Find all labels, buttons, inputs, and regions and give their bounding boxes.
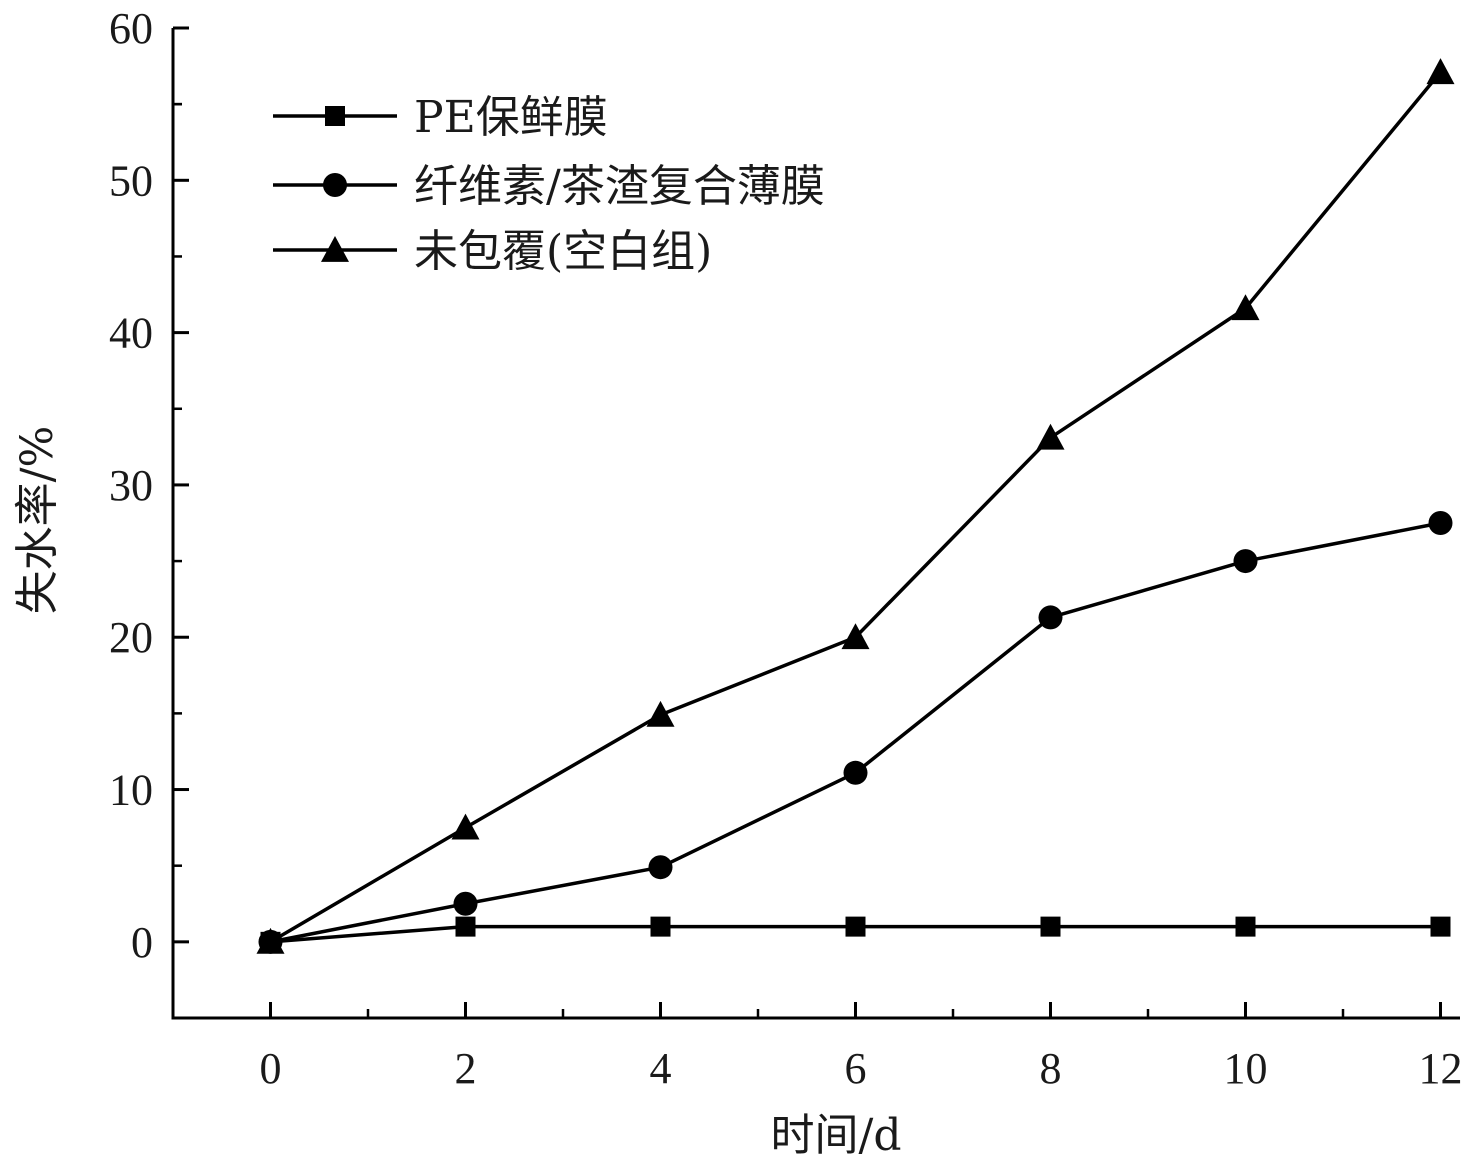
legend-label: 未包覆(空白组) <box>414 226 712 277</box>
legend-entry: 未包覆(空白组) <box>273 226 712 277</box>
data-point-square <box>455 916 476 937</box>
data-point-triangle <box>1426 58 1455 85</box>
y-tick-label: 60 <box>109 4 153 53</box>
data-point-circle <box>648 855 673 880</box>
x-axis-title: 时间/d <box>771 1110 902 1161</box>
legend-label: 纤维素/茶渣复合薄膜 <box>414 161 825 212</box>
data-point-circle <box>1428 511 1453 535</box>
series-square <box>260 916 1451 952</box>
legend-entry: 纤维素/茶渣复合薄膜 <box>273 161 825 212</box>
data-point-square <box>1430 916 1451 937</box>
data-point-triangle <box>451 813 480 840</box>
axes: 0 10 20 30 40 50 60 0 2 4 6 8 10 12 <box>109 4 1463 1093</box>
y-tick-label: 0 <box>131 918 153 967</box>
data-point-circle <box>1038 605 1063 630</box>
data-point-square <box>260 931 281 952</box>
y-tick-label: 20 <box>109 613 153 662</box>
data-point-triangle <box>1231 294 1260 321</box>
data-point-square <box>650 916 671 937</box>
series-line <box>270 521 1441 944</box>
x-tick-label: 8 <box>1040 1044 1062 1093</box>
data-point-square <box>845 916 866 937</box>
data-point-triangle <box>646 700 675 727</box>
legend-marker-circle <box>323 173 347 197</box>
legend-label: PE保鲜膜 <box>414 92 608 143</box>
y-tick-label: 40 <box>109 309 153 358</box>
series-circle <box>258 511 1453 954</box>
y-tick-label: 10 <box>109 766 153 815</box>
data-point-circle <box>843 760 868 785</box>
data-point-square <box>1235 916 1256 937</box>
x-tick-label: 6 <box>845 1044 867 1093</box>
x-tick-label: 12 <box>1419 1044 1463 1093</box>
x-tick-label: 10 <box>1224 1044 1268 1093</box>
legend-marker-triangle <box>321 236 349 262</box>
data-point-square <box>1040 916 1061 937</box>
data-point-circle <box>1233 549 1258 574</box>
plot-area <box>256 58 1455 954</box>
x-tick-label: 4 <box>650 1044 672 1093</box>
legend-entry: PE保鲜膜 <box>273 92 608 143</box>
data-point-triangle <box>1036 423 1065 450</box>
y-axis-title: 失水率/% <box>12 426 63 615</box>
data-point-circle <box>453 891 478 916</box>
data-point-triangle <box>841 623 870 650</box>
y-tick-label: 50 <box>109 156 153 205</box>
y-tick-label: 30 <box>109 461 153 510</box>
x-tick-label: 2 <box>455 1044 477 1093</box>
series-triangle <box>256 58 1455 954</box>
legend-marker-square <box>325 106 345 126</box>
x-tick-label: 0 <box>260 1044 282 1093</box>
